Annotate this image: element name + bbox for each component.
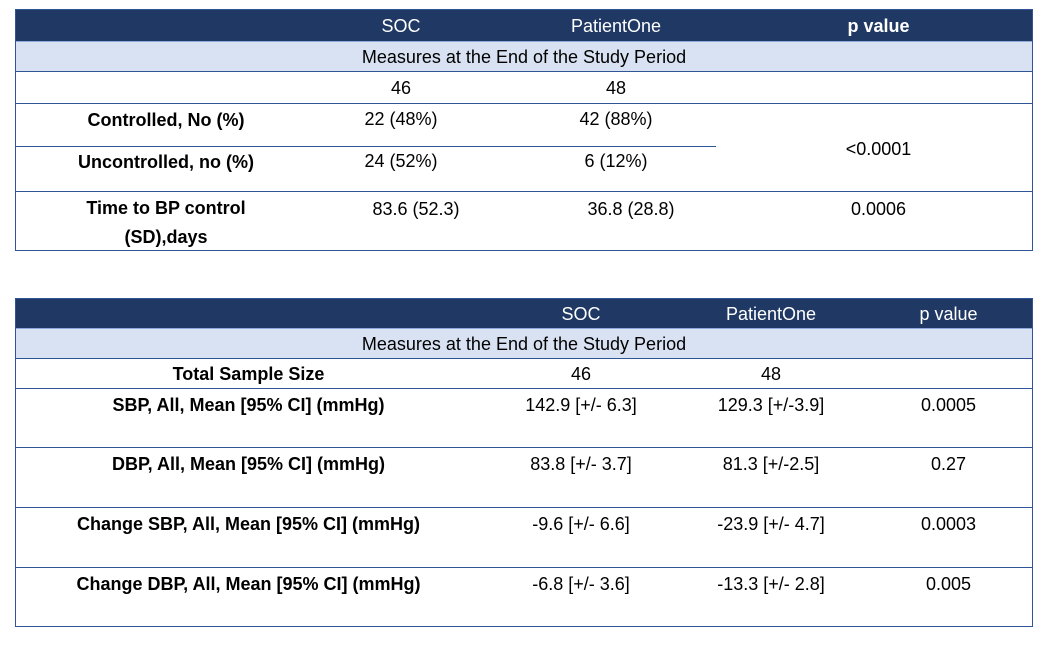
sbp-soc: 142.9 [+/- 6.3] [525, 395, 637, 415]
dbp-patientone: 81.3 [+/-2.5] [722, 454, 820, 474]
change-dbp-patientone: -13.3 [+/- 2.8] [717, 574, 825, 594]
change-sbp-soc: -9.6 [+/- 6.6] [532, 514, 630, 534]
row-label-uncontrolled: Uncontrolled, no (%) [78, 152, 254, 172]
sample-size-soc: 46 [390, 78, 412, 98]
row-label-line-2: (SD),days [124, 227, 208, 247]
uncontrolled-patientone: 6 (12%) [584, 151, 648, 171]
row-divider [16, 567, 1032, 568]
sample-size-soc: 46 [570, 364, 592, 384]
sample-size-patientone: 48 [605, 78, 627, 98]
row-divider [16, 507, 1032, 508]
table-header-row: SOC PatientOne p value [16, 299, 1032, 328]
row-label-total-sample-size: Total Sample Size [172, 364, 325, 384]
table-end-of-study-bp: SOC PatientOne p value Measures at the E… [15, 298, 1033, 627]
row-label-change-dbp: Change DBP, All, Mean [95% CI] (mmHg) [76, 574, 421, 594]
row-divider [16, 388, 1032, 389]
table-header-row: SOC PatientOne p value [16, 10, 1032, 41]
change-dbp-pvalue: 0.005 [925, 574, 972, 594]
row-divider [16, 146, 716, 147]
table-end-of-study-control: SOC PatientOne p value Measures at the E… [15, 9, 1033, 251]
subheader-row: Measures at the End of the Study Period [16, 41, 1032, 72]
dbp-soc: 83.8 [+/- 3.7] [530, 454, 632, 474]
header-soc: SOC [561, 304, 601, 324]
row-divider [16, 358, 1032, 359]
change-sbp-patientone: -23.9 [+/- 4.7] [717, 514, 825, 534]
row-divider [16, 191, 1032, 192]
change-dbp-soc: -6.8 [+/- 3.6] [532, 574, 630, 594]
row-divider [16, 447, 1032, 448]
change-sbp-pvalue: 0.0003 [920, 514, 977, 534]
sample-size-patientone: 48 [760, 364, 782, 384]
header-pvalue: p value [847, 16, 910, 36]
sbp-pvalue: 0.0005 [920, 395, 977, 415]
row-label-change-sbp: Change SBP, All, Mean [95% CI] (mmHg) [76, 514, 421, 534]
time-patientone: 36.8 (28.8) [587, 199, 675, 219]
subheader-text: Measures at the End of the Study Period [361, 334, 687, 354]
row-divider [16, 103, 1032, 104]
row-label-dbp: DBP, All, Mean [95% CI] (mmHg) [111, 454, 386, 474]
time-pvalue: 0.0006 [850, 199, 907, 219]
sbp-patientone: 129.3 [+/-3.9] [717, 395, 825, 415]
dbp-pvalue: 0.27 [930, 454, 967, 474]
header-patientone: PatientOne [725, 304, 817, 324]
controlled-patientone: 42 (88%) [579, 109, 653, 129]
uncontrolled-soc: 24 (52%) [364, 151, 438, 171]
row-label-time-to-bp-control: Time to BP control (SD),days [16, 194, 316, 252]
controlled-soc: 22 (48%) [364, 109, 438, 129]
header-pvalue: p value [919, 304, 978, 324]
header-patientone: PatientOne [570, 16, 662, 36]
subheader-text: Measures at the End of the Study Period [361, 47, 687, 67]
row-label-sbp: SBP, All, Mean [95% CI] (mmHg) [112, 395, 385, 415]
merged-pvalue: <0.0001 [845, 139, 912, 159]
subheader-row: Measures at the End of the Study Period [16, 328, 1032, 358]
time-soc: 83.6 (52.3) [372, 199, 460, 219]
row-label-controlled: Controlled, No (%) [87, 110, 245, 130]
header-soc: SOC [381, 16, 421, 36]
row-divider [16, 71, 1032, 72]
row-label-line-1: Time to BP control [86, 198, 246, 218]
